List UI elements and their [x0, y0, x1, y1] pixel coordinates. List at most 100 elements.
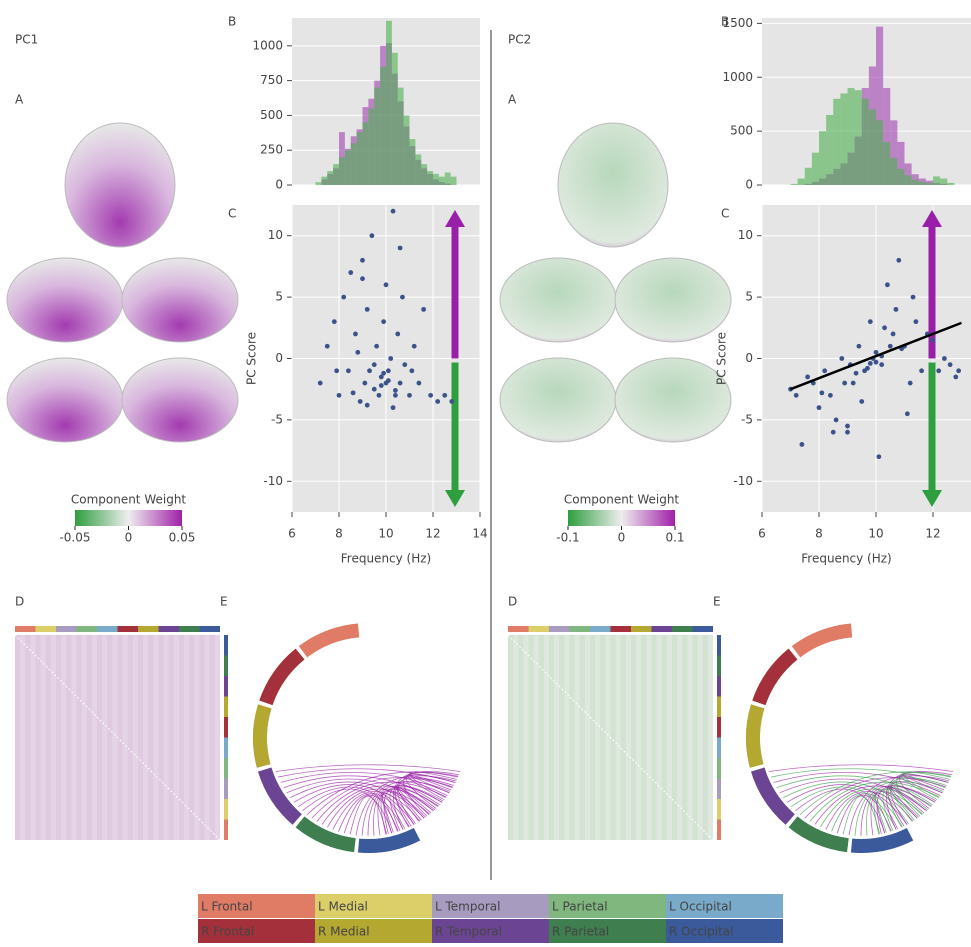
scatter-point — [350, 390, 356, 396]
chord-segment — [752, 648, 798, 706]
legend-swatch — [549, 894, 666, 918]
scatter-point — [393, 388, 398, 393]
y-tick-label: -10 — [263, 474, 283, 488]
brain-view — [6, 257, 124, 343]
histogram-bar — [890, 158, 898, 185]
chord — [783, 781, 918, 819]
histogram-bar — [811, 152, 819, 185]
brain-view — [557, 122, 669, 248]
matrix-stripe — [538, 635, 544, 840]
matrix-stripe — [148, 635, 154, 840]
histogram-bar — [861, 98, 869, 185]
panel-label: A — [15, 93, 24, 107]
matrix-group-bar — [717, 717, 721, 738]
x-tick-label: 12 — [425, 527, 440, 541]
chord — [302, 788, 393, 834]
scatter-point — [369, 233, 375, 239]
chord-segment — [298, 623, 360, 658]
scatter-point — [873, 359, 879, 365]
scatter-point — [919, 368, 924, 374]
scatter-point — [353, 331, 358, 337]
brain-view — [614, 357, 732, 443]
scatter-point — [421, 306, 426, 312]
scatter-point — [887, 343, 893, 349]
chord — [773, 771, 943, 794]
matrix-stripe — [209, 635, 215, 840]
scatter-point — [378, 374, 384, 380]
chord — [383, 785, 443, 834]
histogram-bar — [356, 132, 363, 185]
chord — [355, 775, 457, 836]
scatter-point — [867, 361, 873, 366]
scatter-point — [867, 319, 873, 325]
chord — [888, 777, 947, 828]
chord-segment — [295, 816, 356, 853]
brain-view — [499, 257, 617, 343]
chord — [889, 781, 941, 825]
scatter-point — [816, 405, 822, 411]
arrow-up-head — [922, 210, 942, 227]
panel-title: PC1 — [15, 33, 38, 47]
matrix-diagonal — [14, 634, 221, 841]
chord — [381, 794, 398, 833]
scatter-point — [378, 383, 384, 388]
matrix-stripe — [107, 635, 113, 840]
scatter-point — [324, 343, 330, 349]
histogram-bar — [415, 154, 422, 185]
matrix-group-bar — [717, 758, 721, 779]
fit-line — [790, 321, 962, 391]
histogram-bar — [904, 175, 912, 185]
histogram-bar — [321, 176, 328, 185]
chord — [898, 774, 949, 809]
x-tick-label: 12 — [925, 527, 940, 541]
matrix-group-bar — [224, 778, 228, 799]
legend-label: L Parietal — [552, 900, 608, 914]
scatter-point — [942, 356, 947, 361]
y-tick-label: 5 — [745, 290, 753, 304]
legend-swatch — [198, 894, 315, 918]
chord — [396, 781, 448, 825]
scatter-point — [376, 392, 382, 398]
matrix-stripe — [179, 635, 185, 840]
matrix-stripe — [86, 635, 92, 840]
y-tick-label: 1000 — [252, 38, 283, 52]
legend-swatch — [198, 919, 315, 943]
panel-label: A — [508, 93, 517, 107]
scatter-point — [381, 370, 387, 376]
matrix-group-bar — [717, 635, 721, 656]
scatter-point — [390, 208, 396, 214]
scatter-point — [383, 282, 389, 288]
matrix-group-bar — [717, 737, 721, 758]
scatter-point — [828, 392, 833, 398]
chord — [380, 792, 416, 835]
matrix-group-bar — [717, 799, 721, 820]
chord — [389, 786, 439, 831]
scatter-point — [805, 374, 810, 380]
x-axis-label: Frequency (Hz) — [801, 552, 892, 566]
histogram-bar — [868, 109, 876, 185]
brain-view — [499, 357, 617, 443]
histogram-bar — [386, 20, 392, 186]
matrix-group-bar — [717, 819, 721, 840]
chord-segment — [746, 704, 765, 768]
y-tick-label: 1500 — [722, 16, 753, 30]
matrix-stripe — [641, 635, 647, 840]
matrix-stripe — [518, 635, 524, 840]
chord — [873, 792, 909, 835]
matrix-group-bar — [549, 626, 570, 632]
panel-label: B — [721, 15, 729, 29]
histogram-bar — [947, 182, 955, 185]
matrix-group-bar — [692, 626, 713, 632]
matrix-group-bar — [569, 626, 590, 632]
scatter-point — [348, 270, 354, 275]
scatter-point — [845, 423, 850, 429]
scatter-point — [913, 319, 919, 325]
scatter-point — [856, 343, 862, 349]
scatter-point — [428, 392, 434, 398]
histogram-bar — [883, 88, 891, 185]
matrix-stripe — [661, 635, 667, 840]
histogram-bar — [819, 131, 827, 185]
y-tick-label: 0 — [275, 178, 283, 192]
matrix-group-bar — [224, 696, 228, 717]
